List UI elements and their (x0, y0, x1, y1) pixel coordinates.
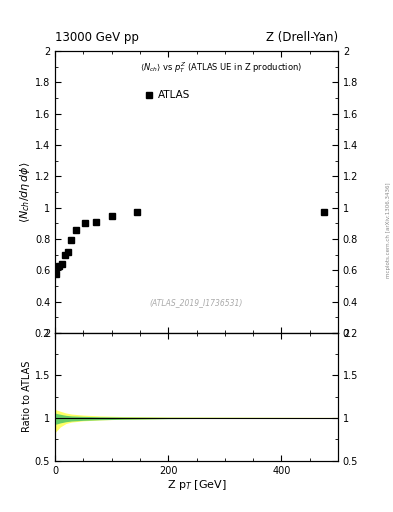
Text: (ATLAS_2019_I1736531): (ATLAS_2019_I1736531) (150, 298, 243, 307)
ATLAS (62, 251, 67, 258)
Polygon shape (55, 410, 338, 434)
Y-axis label: Ratio to ATLAS: Ratio to ATLAS (22, 361, 32, 433)
ATLAS (109, 213, 114, 219)
ATLAS (65, 249, 70, 255)
Text: mcplots.cern.ch [arXiv:1306.3436]: mcplots.cern.ch [arXiv:1306.3436] (386, 183, 391, 278)
Text: 13000 GeV pp: 13000 GeV pp (55, 31, 139, 44)
ATLAS (321, 208, 326, 215)
Y-axis label: $\langle N_{ch}/d\eta\,d\phi\rangle$: $\langle N_{ch}/d\eta\,d\phi\rangle$ (18, 161, 32, 223)
X-axis label: Z p$_T$ [GeV]: Z p$_T$ [GeV] (167, 478, 226, 493)
Line: ATLAS: ATLAS (54, 209, 327, 277)
ATLAS (135, 208, 140, 215)
Polygon shape (55, 414, 338, 425)
ATLAS (83, 220, 87, 226)
Text: $\langle N_{ch}\rangle$ vs $p_T^Z$ (ATLAS UE in Z production): $\langle N_{ch}\rangle$ vs $p_T^Z$ (ATLA… (140, 60, 302, 75)
ATLAS (54, 271, 59, 277)
ATLAS (68, 238, 73, 244)
ATLAS (60, 261, 64, 267)
ATLAS (94, 219, 98, 225)
ATLAS (57, 263, 62, 269)
Text: Z (Drell-Yan): Z (Drell-Yan) (266, 31, 338, 44)
Legend: ATLAS: ATLAS (145, 90, 190, 100)
ATLAS (74, 227, 79, 233)
